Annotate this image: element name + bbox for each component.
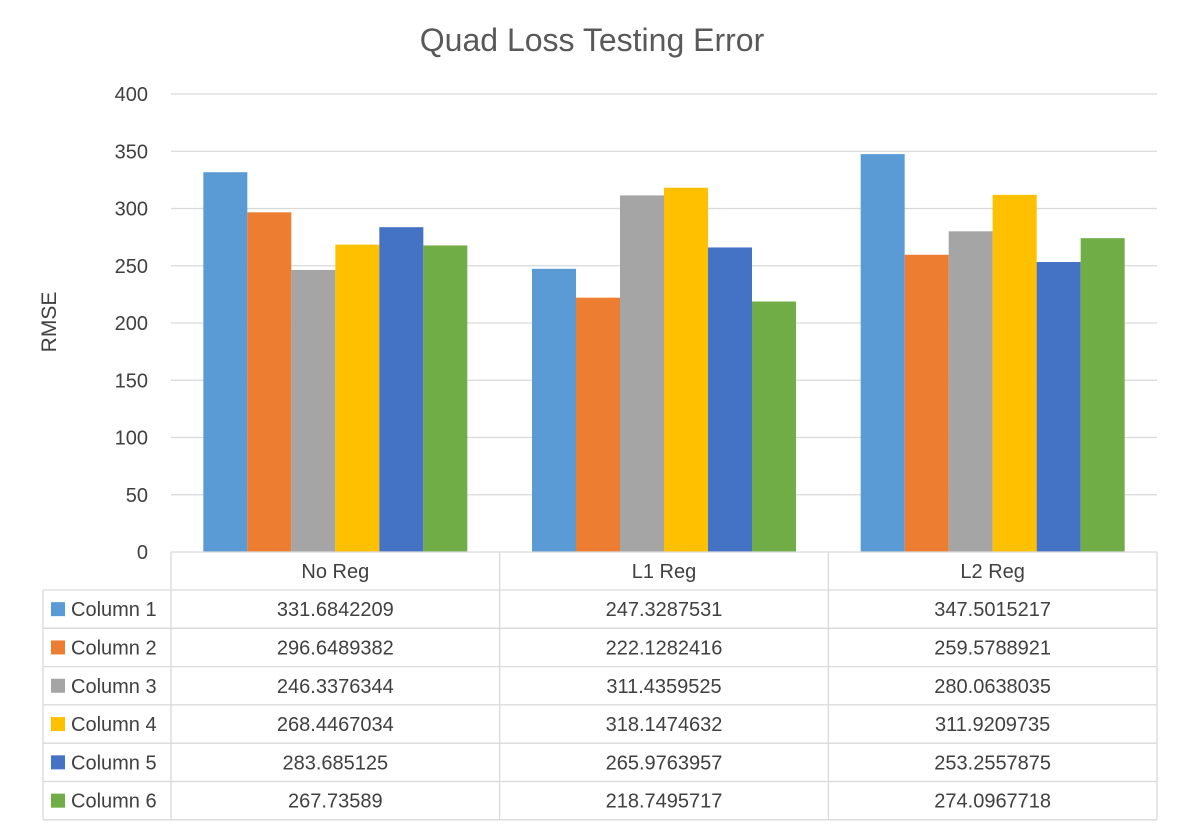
bar <box>664 187 708 552</box>
bar <box>335 244 380 552</box>
bar <box>379 227 424 552</box>
table-value: 311.9209735 <box>935 714 1050 736</box>
bar <box>708 247 752 552</box>
legend-swatch <box>51 793 65 808</box>
y-tick-label: 300 <box>115 199 148 221</box>
table-value: 347.5015217 <box>934 599 1051 621</box>
table-value: 268.4467034 <box>277 714 394 736</box>
data-table: No Reg L1 Reg L2 Reg Column 1 331.6842209 247… <box>42 551 1158 821</box>
table-value: 283.685125 <box>282 752 388 774</box>
x-tick-label: L2 Reg <box>960 561 1025 583</box>
legend-label: Column 6 <box>71 791 157 813</box>
bar <box>904 254 949 552</box>
table-value: 318.1474632 <box>606 714 723 736</box>
table-value: 246.3376344 <box>277 676 394 698</box>
legend-swatch <box>51 602 65 617</box>
table-value: 253.2557875 <box>934 752 1051 774</box>
table-value: 222.1282416 <box>606 637 723 659</box>
table-value: 274.0967718 <box>934 791 1051 813</box>
y-tick-label: 350 <box>115 141 148 163</box>
table-value: 265.9763957 <box>606 752 723 774</box>
table-value: 280.0638035 <box>934 676 1051 698</box>
x-tick-label: L1 Reg <box>632 561 697 583</box>
bar <box>291 269 336 552</box>
bar <box>247 212 292 552</box>
x-tick-label: No Reg <box>301 561 369 583</box>
bar <box>992 194 1037 553</box>
y-tick-label: 250 <box>115 256 148 278</box>
y-tick-label: 200 <box>115 313 148 335</box>
y-tick-label: 150 <box>115 370 148 392</box>
bar <box>532 268 576 552</box>
legend-swatch <box>51 640 65 655</box>
table-value: 247.3287531 <box>606 599 723 621</box>
table-value: 267.73589 <box>288 791 383 813</box>
table-value: 218.7495717 <box>606 791 723 813</box>
legend-swatch <box>51 717 65 732</box>
legend-label: Column 4 <box>71 714 157 736</box>
bar <box>576 297 620 552</box>
y-tick-label: 50 <box>126 485 148 507</box>
bar <box>948 231 993 552</box>
bars <box>203 154 1125 553</box>
y-tick-label: 100 <box>115 428 148 450</box>
legend-label: Column 5 <box>71 752 157 774</box>
table-value: 259.5788921 <box>934 637 1051 659</box>
legend-label: Column 3 <box>71 676 157 698</box>
y-axis-label: RMSE <box>38 292 61 353</box>
bar <box>860 154 905 552</box>
legend-label: Column 1 <box>71 599 157 621</box>
bar <box>203 172 248 553</box>
bar <box>752 301 796 552</box>
chart-title: Quad Loss Testing Error <box>420 22 765 58</box>
y-tick-label: 400 <box>115 84 148 106</box>
y-tick-label: 0 <box>137 542 148 564</box>
legend-swatch <box>51 678 65 693</box>
legend-label: Column 2 <box>71 637 157 659</box>
bar <box>1036 262 1081 552</box>
table-value: 331.6842209 <box>277 599 394 621</box>
bar <box>620 195 664 553</box>
y-axis-ticks: 0 50 100 150 200 250 300 350 400 <box>115 84 148 564</box>
legend-swatch <box>51 755 65 770</box>
bar <box>1080 238 1125 553</box>
bar <box>423 245 468 552</box>
table-value: 311.4359525 <box>606 676 721 698</box>
table-value: 296.6489382 <box>277 637 394 659</box>
